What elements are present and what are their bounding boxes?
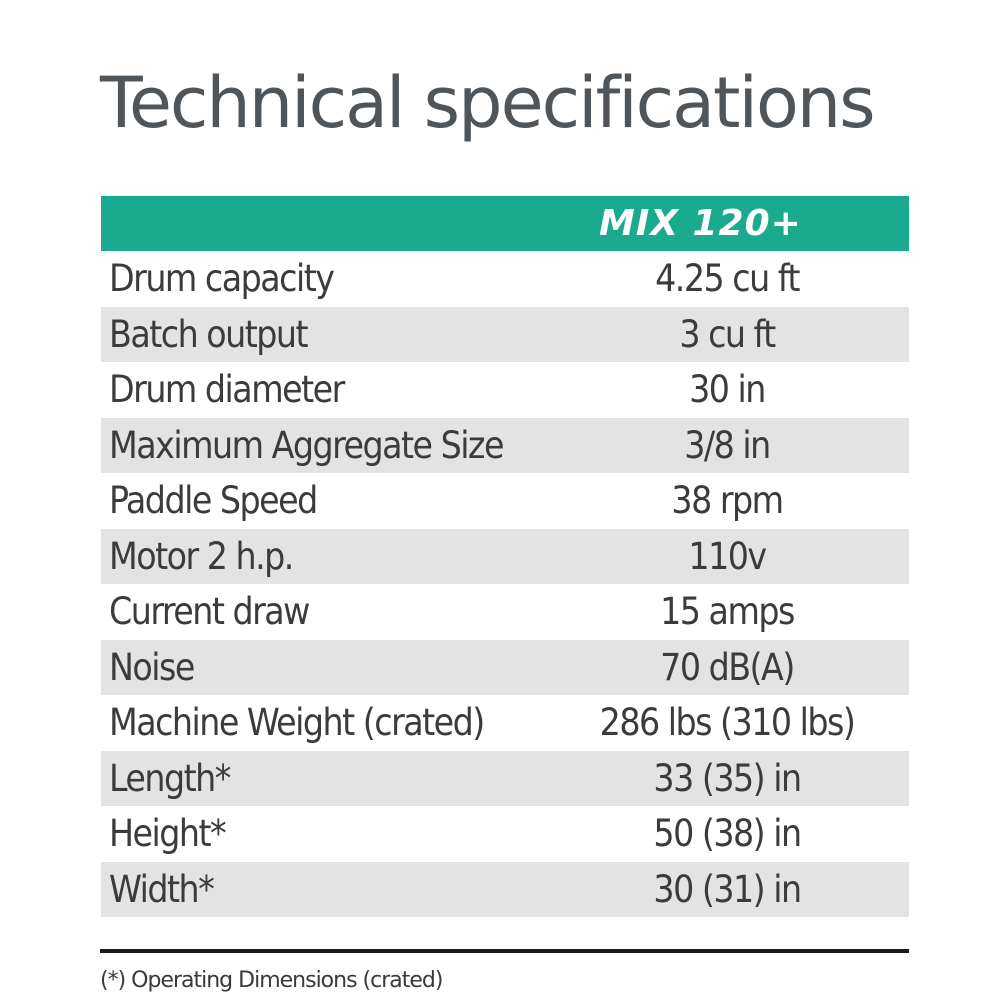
spec-label: Width*: [109, 867, 215, 911]
spec-row: Motor 2 h.p. 110v: [101, 528, 909, 584]
spec-label: Motor 2 h.p.: [109, 534, 294, 578]
spec-value: 3 cu ft: [679, 312, 776, 356]
spec-value: 38 rpm: [671, 479, 784, 523]
spec-value: 70 dB(A): [660, 645, 795, 689]
spec-label: Height*: [109, 812, 227, 856]
spec-row: Length* 33 (35) in: [101, 750, 909, 806]
model-name: MIX 120+: [599, 203, 802, 244]
spec-label: Drum capacity: [109, 257, 335, 301]
spec-label: Machine Weight (crated): [109, 701, 485, 745]
spec-row: Width* 30 (31) in: [101, 861, 909, 917]
spec-label: Maximum Aggregate Size: [109, 423, 504, 467]
spec-label: Noise: [109, 645, 195, 689]
spec-value: 15 amps: [660, 590, 795, 634]
spec-table: MIX 120+ Drum capacity 4.25 cu ft Batch …: [101, 196, 909, 917]
divider-rule: [100, 949, 909, 953]
table-header-row: MIX 120+: [101, 196, 909, 251]
spec-value: 50 (38) in: [653, 812, 802, 856]
spec-value: 30 (31) in: [653, 867, 802, 911]
spec-row: Maximum Aggregate Size 3/8 in: [101, 417, 909, 473]
spec-row: Batch output 3 cu ft: [101, 306, 909, 362]
spec-row: Height* 50 (38) in: [101, 806, 909, 862]
spec-row: Drum capacity 4.25 cu ft: [101, 251, 909, 307]
spec-label: Current draw: [109, 590, 310, 634]
spec-value: 4.25 cu ft: [655, 257, 800, 301]
page-title: Technical specifications: [100, 62, 876, 144]
spec-label: Paddle Speed: [109, 479, 318, 523]
spec-row: Machine Weight (crated) 286 lbs (310 lbs…: [101, 695, 909, 751]
spec-row: Paddle Speed 38 rpm: [101, 473, 909, 529]
spec-value: 286 lbs (310 lbs): [599, 701, 856, 745]
spec-value: 110v: [688, 534, 767, 578]
spec-value: 30 in: [689, 368, 766, 412]
footnote: (*) Operating Dimensions (crated): [100, 968, 443, 993]
spec-value: 3/8 in: [684, 423, 771, 467]
spec-row: Noise 70 dB(A): [101, 639, 909, 695]
spec-value: 33 (35) in: [653, 756, 802, 800]
spec-row: Current draw 15 amps: [101, 584, 909, 640]
spec-label: Batch output: [109, 312, 309, 356]
spec-label: Drum diameter: [109, 368, 345, 412]
spec-label: Length*: [109, 756, 231, 800]
spec-row: Drum diameter 30 in: [101, 362, 909, 418]
